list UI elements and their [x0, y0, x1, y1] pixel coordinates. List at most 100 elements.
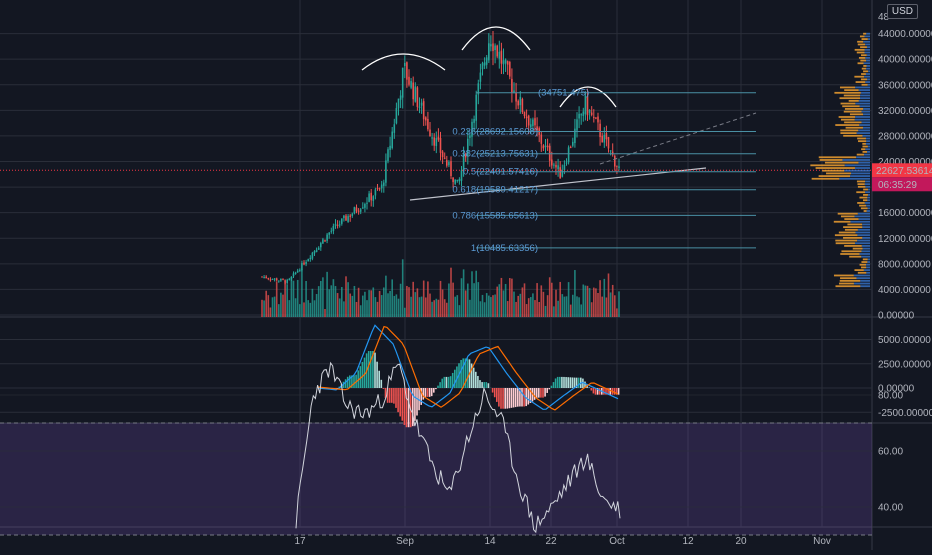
volume-bar: [331, 285, 333, 317]
candle-body: [297, 271, 299, 273]
volume-profile-bar: [854, 76, 864, 78]
macd-histogram-bar: [462, 358, 464, 388]
volume-bar: [436, 299, 438, 317]
volume-profile-bar: [866, 138, 870, 140]
volume-profile-bar: [865, 52, 870, 54]
volume-bar: [320, 281, 322, 317]
volume-bar: [286, 284, 288, 317]
candle-body: [557, 165, 559, 169]
volume-bar: [549, 277, 551, 317]
volume-bar: [511, 279, 513, 317]
volume-profile-bar: [843, 237, 862, 239]
volume-profile-bar: [867, 197, 870, 199]
volume-bar: [501, 278, 503, 317]
macd-histogram-bar: [614, 388, 616, 395]
volume-bar: [410, 297, 412, 317]
macd-histogram-bar: [555, 378, 557, 388]
volume-bar: [328, 289, 330, 317]
volume-bar: [475, 271, 477, 317]
time-tick-label: 22: [545, 536, 557, 547]
price-tick-label: 16000.00000: [878, 208, 932, 219]
macd-histogram-bar: [414, 388, 416, 421]
volume-profile-bar: [845, 164, 870, 166]
volume-profile-bar: [842, 159, 870, 161]
volume-profile-bar: [860, 105, 870, 107]
volume-bar: [400, 284, 402, 317]
currency-badge[interactable]: USD: [887, 4, 918, 19]
volume-profile-bar: [866, 264, 870, 266]
volume-profile-bar: [822, 170, 844, 172]
volume-profile-bar: [868, 194, 870, 196]
macd-histogram-bar: [477, 376, 479, 388]
volume-bar: [276, 281, 278, 317]
volume-bar: [345, 276, 347, 317]
volume-bar: [316, 294, 318, 317]
candle-body: [316, 250, 318, 252]
macd-histogram-bar: [345, 379, 347, 388]
candle-body: [402, 68, 404, 98]
volume-profile-bar: [855, 232, 870, 234]
volume-bar: [494, 294, 496, 317]
volume-bar: [446, 303, 448, 317]
volume-profile-bar: [850, 113, 863, 115]
candle-body: [480, 73, 482, 82]
candle-body: [436, 138, 438, 146]
volume-bar: [368, 290, 370, 317]
volume-bar: [593, 288, 595, 317]
volume-bar: [478, 282, 480, 317]
volume-profile-bar: [863, 70, 868, 72]
volume-bar: [297, 280, 299, 317]
macd-histogram-bar: [500, 388, 502, 409]
candle-body: [406, 62, 408, 79]
volume-bar: [404, 308, 406, 317]
macd-histogram-bar: [460, 360, 462, 388]
candle-body: [421, 103, 423, 106]
macd-histogram-bar: [540, 388, 542, 398]
candle-body: [423, 101, 425, 119]
candle-body: [400, 95, 402, 99]
macd-histogram-bar: [536, 388, 538, 398]
volume-bar: [291, 277, 293, 317]
candle-body: [511, 79, 513, 93]
volume-profile-bar: [868, 207, 870, 209]
candle-body: [572, 142, 574, 146]
candle-body: [364, 204, 366, 208]
volume-profile-bar: [844, 245, 862, 247]
candle-body: [564, 165, 566, 170]
volume-profile-bar: [868, 84, 870, 86]
volume-bar: [583, 285, 585, 317]
volume-profile-bar: [839, 97, 860, 99]
volume-bar: [373, 287, 375, 317]
volume-profile-bar: [851, 172, 870, 174]
time-tick-label: Nov: [813, 536, 831, 547]
volume-profile-bar: [855, 87, 870, 89]
candle-body: [303, 263, 305, 265]
candle-body: [547, 146, 549, 148]
candle-body: [593, 117, 595, 118]
candle-body: [387, 149, 389, 161]
volume-bar: [459, 305, 461, 317]
candle-body: [333, 226, 335, 231]
volume-profile-bar: [863, 194, 868, 196]
macd-histogram-bar: [559, 377, 561, 388]
volume-profile-bar: [844, 89, 859, 91]
candle-body: [568, 147, 570, 162]
candle-body: [284, 280, 286, 282]
time-tick-label: Oct: [609, 536, 625, 547]
macd-histogram-bar: [578, 378, 580, 388]
volume-profile-bar: [862, 68, 866, 70]
volume-profile-bar: [843, 135, 862, 137]
volume-profile-bar: [816, 167, 855, 169]
volume-bar: [419, 297, 421, 317]
volume-bar: [520, 294, 522, 317]
volume-bar: [496, 287, 498, 317]
macd-histogram-bar: [521, 388, 523, 407]
macd-histogram-bar: [572, 377, 574, 388]
volume-bar: [448, 283, 450, 317]
volume-bar: [356, 302, 358, 317]
volume-bar: [517, 296, 519, 317]
volume-profile-bar: [854, 275, 870, 277]
volume-bar: [576, 296, 578, 317]
